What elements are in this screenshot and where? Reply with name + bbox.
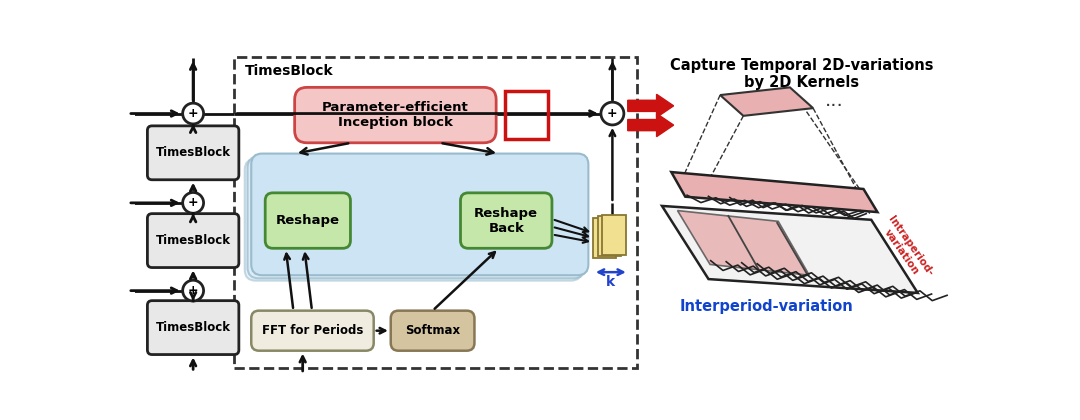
- Text: +: +: [607, 107, 618, 120]
- FancyBboxPatch shape: [252, 311, 374, 351]
- Polygon shape: [677, 210, 809, 275]
- Text: +: +: [188, 197, 199, 209]
- Bar: [593, 218, 617, 258]
- Text: TimesBlock: TimesBlock: [156, 321, 231, 334]
- FancyBboxPatch shape: [245, 159, 582, 281]
- Circle shape: [183, 280, 204, 301]
- Text: Softmax: Softmax: [405, 324, 460, 337]
- FancyBboxPatch shape: [147, 214, 239, 268]
- Text: Reshape
Back: Reshape Back: [474, 207, 538, 234]
- Text: k: k: [606, 275, 616, 289]
- Text: Interperiod-variation: Interperiod-variation: [679, 299, 853, 314]
- Bar: [597, 216, 621, 257]
- Bar: [505, 91, 548, 139]
- Polygon shape: [672, 172, 877, 212]
- Text: Capture Temporal 2D-variations
by 2D Kernels: Capture Temporal 2D-variations by 2D Ker…: [670, 58, 933, 90]
- Text: +: +: [188, 107, 199, 120]
- FancyArrow shape: [627, 94, 674, 117]
- Bar: [234, 57, 637, 368]
- Text: TimesBlock: TimesBlock: [156, 146, 231, 159]
- FancyBboxPatch shape: [247, 157, 584, 278]
- Text: +: +: [188, 284, 199, 297]
- Text: Parameter-efficient
Inception block: Parameter-efficient Inception block: [322, 101, 469, 129]
- Text: FFT for Periods: FFT for Periods: [261, 324, 363, 337]
- Bar: [603, 215, 625, 255]
- Text: TimesBlock: TimesBlock: [156, 234, 231, 247]
- FancyBboxPatch shape: [391, 311, 474, 351]
- Text: Intraperiod-
variation: Intraperiod- variation: [877, 214, 935, 284]
- Text: ...: ...: [825, 91, 843, 110]
- FancyBboxPatch shape: [252, 154, 589, 275]
- Text: Reshape: Reshape: [275, 214, 340, 227]
- Polygon shape: [662, 206, 918, 293]
- Polygon shape: [720, 87, 813, 116]
- Circle shape: [183, 103, 204, 124]
- FancyArrow shape: [627, 113, 674, 136]
- FancyBboxPatch shape: [147, 301, 239, 354]
- FancyBboxPatch shape: [266, 193, 350, 248]
- Circle shape: [183, 192, 204, 213]
- Circle shape: [600, 102, 624, 125]
- FancyBboxPatch shape: [295, 87, 496, 143]
- FancyBboxPatch shape: [147, 126, 239, 180]
- FancyBboxPatch shape: [460, 193, 552, 248]
- Text: TimesBlock: TimesBlock: [245, 64, 334, 78]
